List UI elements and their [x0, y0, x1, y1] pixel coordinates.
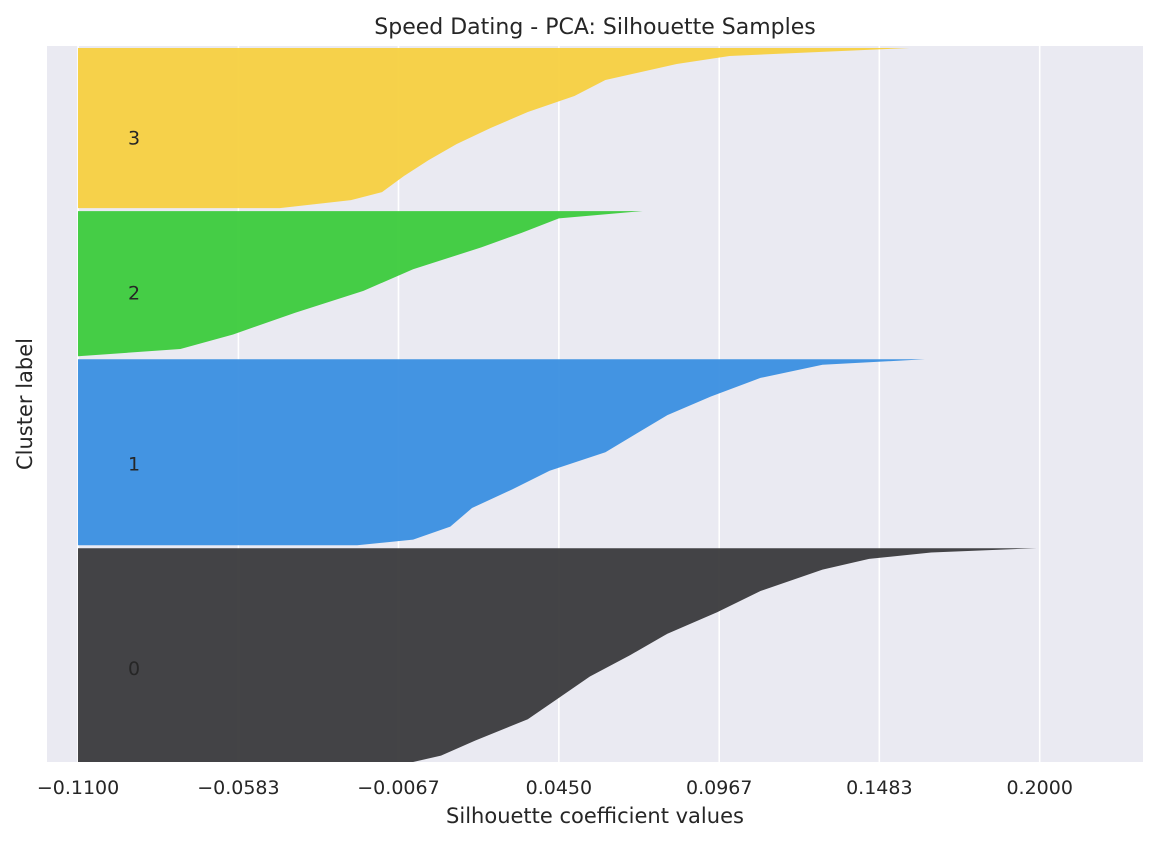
x-tick-labels: −0.1100 −0.0583 −0.0067 0.0450 0.0967 0.1483 0…: [37, 777, 1073, 799]
x-tick-label: −0.0583: [197, 777, 279, 799]
cluster-3-area: [78, 48, 910, 209]
cluster-2-area: [78, 211, 643, 357]
x-tick-label: 0.0450: [526, 777, 592, 799]
x-tick-label: 0.1483: [846, 777, 912, 799]
x-tick-label: 0.0967: [686, 777, 752, 799]
x-tick-label: −0.0067: [357, 777, 439, 799]
cluster-labels: 0 1 2 3: [128, 128, 140, 680]
cluster-label-3: 3: [128, 128, 140, 150]
chart-title: Speed Dating - PCA: Silhouette Samples: [374, 15, 815, 40]
cluster-label-2: 2: [128, 282, 140, 304]
cluster-1-area: [78, 359, 925, 546]
y-axis-title: Cluster label: [13, 338, 37, 470]
cluster-areas: [78, 48, 1037, 762]
x-tick-label: 0.2000: [1006, 777, 1072, 799]
x-tick-label: −0.1100: [37, 777, 119, 799]
cluster-label-0: 0: [128, 658, 140, 680]
cluster-0-area: [78, 548, 1037, 762]
x-axis-title: Silhouette coefficient values: [446, 804, 744, 828]
cluster-label-1: 1: [128, 453, 140, 475]
